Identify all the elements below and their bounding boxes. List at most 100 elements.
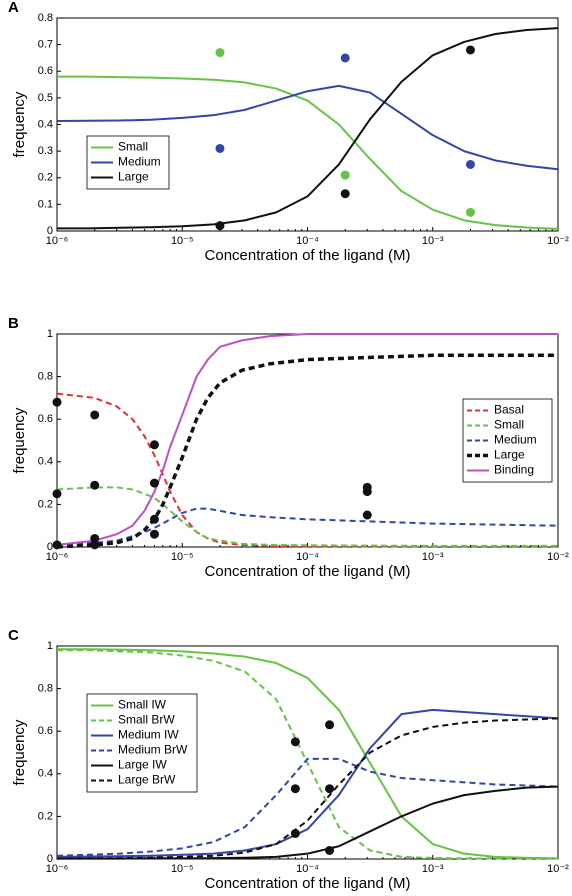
y-tick-label: 0.6 bbox=[38, 413, 53, 425]
legend-label: Large bbox=[494, 448, 525, 462]
legend-label: Medium IW bbox=[118, 728, 179, 742]
data-point bbox=[340, 170, 350, 180]
line-series bbox=[56, 708, 559, 858]
x-tick-label: 10⁻⁵ bbox=[171, 235, 194, 247]
data-point bbox=[90, 410, 100, 420]
line-series bbox=[56, 84, 559, 171]
y-axis-label: frequency bbox=[11, 91, 28, 157]
data-point bbox=[290, 737, 300, 747]
data-point bbox=[325, 845, 335, 855]
line-series bbox=[57, 75, 559, 230]
data-point bbox=[465, 45, 475, 55]
x-tick-label: 10⁻³ bbox=[422, 863, 444, 875]
data-point bbox=[90, 533, 100, 543]
data-point bbox=[149, 440, 159, 450]
data-point bbox=[52, 540, 62, 550]
y-tick-label: 0.3 bbox=[38, 145, 53, 157]
legend-label: Small bbox=[118, 140, 148, 154]
line-series bbox=[57, 27, 559, 230]
y-tick-label: 0.8 bbox=[38, 683, 53, 695]
y-tick-label: 0.8 bbox=[38, 12, 53, 24]
data-point bbox=[362, 510, 372, 520]
legend-label: Small BrW bbox=[118, 713, 175, 727]
legend-label: Basal bbox=[494, 403, 524, 417]
panel: A 0 0.1 0.2 0.3 0.4 0.5 0.6 0.7 0.8 10⁻⁶ 10⁻⁵ 10⁻⁴ 10… bbox=[8, 0, 569, 264]
x-tick-label: 10⁻⁶ bbox=[46, 863, 69, 875]
data-point bbox=[290, 828, 300, 838]
data-point bbox=[52, 489, 62, 499]
x-tick-label: 10⁻³ bbox=[422, 551, 444, 563]
y-tick-label: 0.4 bbox=[38, 118, 53, 130]
data-point bbox=[325, 720, 335, 730]
y-tick-label: 0 bbox=[47, 541, 53, 553]
y-tick-label: 0.6 bbox=[38, 725, 53, 737]
legend-label: Large IW bbox=[118, 758, 167, 772]
panel-label: C bbox=[8, 627, 19, 644]
line-series bbox=[56, 333, 558, 546]
data-point bbox=[90, 540, 100, 550]
legend-label: Small IW bbox=[118, 698, 167, 712]
line-series bbox=[56, 507, 559, 546]
y-tick-label: 0.5 bbox=[38, 92, 53, 104]
y-tick-label: 0.8 bbox=[38, 371, 53, 383]
y-tick-label: 0 bbox=[47, 853, 53, 865]
data-point bbox=[362, 487, 372, 497]
y-tick-label: 1 bbox=[47, 328, 53, 340]
data-point bbox=[325, 784, 335, 794]
y-tick-label: 1 bbox=[47, 640, 53, 652]
x-tick-label: 10⁻⁵ bbox=[171, 863, 194, 875]
data-point bbox=[290, 784, 300, 794]
y-tick-label: 0.4 bbox=[38, 768, 53, 780]
data-point bbox=[149, 514, 159, 524]
plot-frame bbox=[56, 17, 559, 232]
legend-label: Small bbox=[494, 418, 524, 432]
x-tick-label: 10⁻² bbox=[547, 551, 569, 563]
y-tick-label: 0.1 bbox=[38, 198, 53, 210]
panel: C 0 0.2 0.4 0.6 0.8 1 10⁻⁶ 10⁻⁵ 10⁻⁴ 10⁻³ 10⁻² Conce… bbox=[8, 627, 569, 892]
y-axis-label: frequency bbox=[11, 407, 28, 473]
data-point bbox=[52, 397, 62, 407]
legend-label: Large BrW bbox=[118, 773, 176, 787]
x-tick-label: 10⁻³ bbox=[422, 235, 444, 247]
panel: B 0 0.2 0.4 0.6 0.8 1 10⁻⁶ 10⁻⁵ 10⁻⁴ 10⁻³ 10⁻² Conce… bbox=[8, 315, 569, 580]
data-point bbox=[149, 478, 159, 488]
legend-label: Medium bbox=[494, 433, 537, 447]
x-tick-label: 10⁻⁴ bbox=[296, 551, 319, 563]
y-tick-label: 0 bbox=[47, 225, 53, 237]
y-tick-label: 0.7 bbox=[38, 39, 53, 51]
x-tick-label: 10⁻⁵ bbox=[171, 551, 194, 563]
line-series bbox=[56, 486, 558, 547]
x-tick-label: 10⁻² bbox=[547, 863, 569, 875]
data-point bbox=[465, 159, 475, 169]
y-tick-label: 0.4 bbox=[38, 456, 53, 468]
y-axis-label: frequency bbox=[11, 719, 28, 785]
legend-label: Binding bbox=[494, 463, 534, 477]
line-series bbox=[56, 757, 559, 857]
y-tick-label: 0.2 bbox=[38, 498, 53, 510]
line-series bbox=[57, 649, 558, 860]
line-series bbox=[56, 353, 558, 549]
x-tick-label: 10⁻⁶ bbox=[46, 235, 69, 247]
data-point bbox=[215, 143, 225, 153]
legend-label: Medium bbox=[118, 155, 161, 169]
data-point bbox=[149, 529, 159, 539]
data-point bbox=[340, 53, 350, 63]
line-series bbox=[56, 392, 558, 548]
panel-label: A bbox=[8, 0, 19, 16]
data-point bbox=[340, 189, 350, 199]
line-series bbox=[57, 785, 559, 860]
data-point bbox=[215, 221, 225, 231]
x-tick-label: 10⁻⁶ bbox=[46, 551, 69, 563]
data-point bbox=[465, 207, 475, 217]
x-tick-label: 10⁻⁴ bbox=[296, 235, 319, 247]
x-tick-label: 10⁻² bbox=[547, 235, 569, 247]
line-series bbox=[57, 648, 559, 860]
y-tick-label: 0.6 bbox=[38, 65, 53, 77]
x-axis-label: Concentration of the ligand (M) bbox=[205, 247, 411, 264]
data-point bbox=[215, 48, 225, 58]
y-tick-label: 0.2 bbox=[38, 172, 53, 184]
legend-label: Medium BrW bbox=[118, 743, 188, 757]
legend-box bbox=[86, 693, 198, 793]
x-axis-label: Concentration of the ligand (M) bbox=[205, 563, 411, 580]
x-axis-label: Concentration of the ligand (M) bbox=[205, 875, 411, 892]
